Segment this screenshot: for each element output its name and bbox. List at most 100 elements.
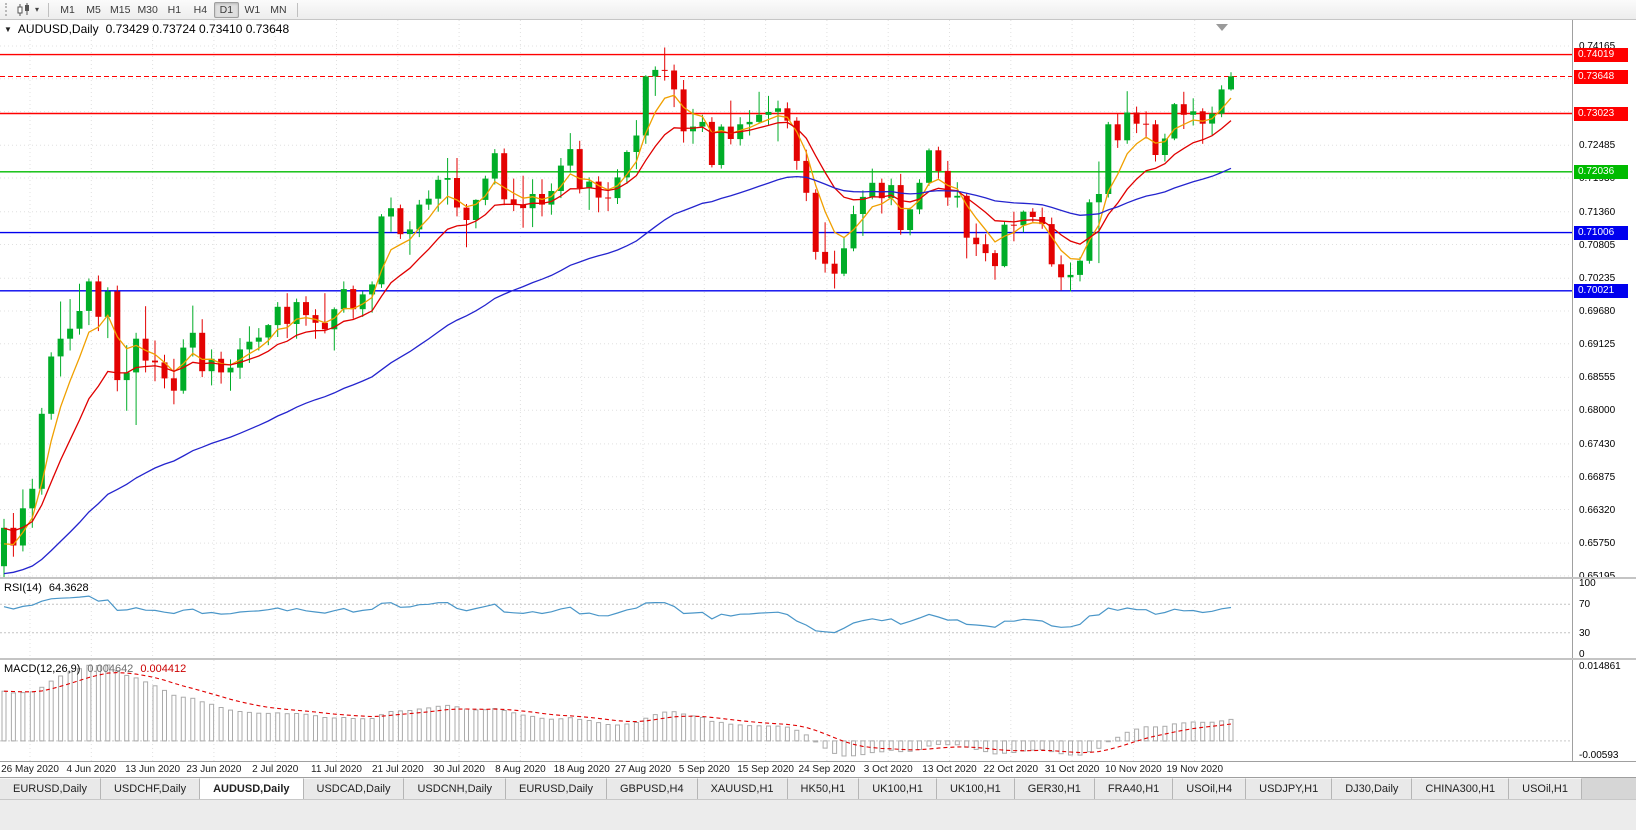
- toolbar-separator: [48, 2, 49, 17]
- chart-tab-usdjpy-h1[interactable]: USDJPY,H1: [1246, 778, 1333, 799]
- chart-tab-label: UK100,H1: [949, 783, 1001, 795]
- chart-tab-xauusd-h1[interactable]: XAUUSD,H1: [697, 778, 788, 799]
- macd-canvas: [0, 660, 1572, 761]
- rsi-value: 64.3628: [48, 582, 89, 594]
- price-axis-label: 0.69125: [1579, 338, 1616, 350]
- price-axis-label: 0.66320: [1579, 504, 1616, 516]
- timeframe-button-w1[interactable]: W1: [244, 3, 261, 16]
- chart-tab-audusd-daily[interactable]: AUDUSD,Daily: [200, 778, 304, 799]
- chart-tab-uk100-h1[interactable]: UK100,H1: [859, 778, 937, 799]
- collapse-triangle-icon[interactable]: ▼: [4, 24, 12, 34]
- price-line-badge: 0.71006: [1574, 225, 1628, 240]
- chart-tab-label: USDCHF,Daily: [113, 783, 187, 795]
- price-axis-label: 0.67430: [1579, 438, 1616, 450]
- toolbar-separator: [296, 2, 298, 17]
- date-axis-label: 26 May 2020: [1, 764, 59, 775]
- chart-tab-label: HK50,H1: [800, 783, 846, 795]
- price-axis-label: 0.70805: [1579, 239, 1616, 251]
- rsi-canvas: [0, 579, 1572, 658]
- timeframe-button-mn[interactable]: MN: [270, 3, 287, 16]
- chart-tab-china300-h1[interactable]: CHINA300,H1: [1412, 778, 1510, 799]
- chart-window: ▼ AUDUSD,Daily 0.73429 0.73724 0.73410 0…: [0, 20, 1636, 777]
- rsi-axis-label: 100: [1579, 578, 1596, 589]
- chart-tab-uk100-h1[interactable]: UK100,H1: [936, 778, 1015, 799]
- date-axis-label: 10 Nov 2020: [1105, 764, 1162, 775]
- chart-tab-eurusd-daily[interactable]: EURUSD,Daily: [0, 778, 101, 799]
- rsi-axis-label: 0: [1579, 649, 1585, 660]
- chart-tab-label: UK100,H1: [872, 783, 923, 795]
- chart-tab-label: CHINA300,H1: [1425, 783, 1496, 795]
- chart-tab-label: USDCNH,Daily: [417, 783, 493, 795]
- timeframe-button-m30[interactable]: M30: [137, 3, 158, 16]
- chart-tab-label: DJ30,Daily: [1345, 783, 1399, 795]
- macd-signal-value: 0.004412: [140, 663, 187, 675]
- price-line-badge: 0.74019: [1574, 47, 1628, 62]
- timeframe-button-m5[interactable]: M5: [86, 3, 101, 16]
- timeframe-button-d1[interactable]: D1: [213, 1, 239, 18]
- timeframe-button-h1[interactable]: H1: [167, 3, 182, 16]
- chart-tab-eurusd-daily[interactable]: EURUSD,Daily: [506, 778, 607, 799]
- date-axis-label: 5 Sep 2020: [678, 764, 730, 775]
- chart-tab-label: USOil,H4: [1186, 783, 1233, 795]
- chart-tab-usoil-h4[interactable]: USOil,H4: [1173, 778, 1247, 799]
- candlestick-chart-icon[interactable]: [14, 2, 32, 18]
- price-line-badge: 0.70021: [1574, 283, 1628, 298]
- date-axis-label: 4 Jun 2020: [66, 764, 117, 775]
- pane-splitter[interactable]: [0, 577, 1636, 579]
- date-axis-label: 13 Oct 2020: [922, 764, 977, 775]
- toolbar-grip[interactable]: [5, 3, 10, 16]
- macd-axis-label: -0.00593: [1579, 750, 1619, 761]
- chart-tab-dj30-daily[interactable]: DJ30,Daily: [1332, 778, 1413, 799]
- chart-tab-gbpusd-h4[interactable]: GBPUSD,H4: [607, 778, 698, 799]
- macd-name: MACD(12,26,9): [4, 663, 81, 675]
- macd-label: MACD(12,26,9) 0.004642 0.004412: [4, 663, 186, 675]
- chart-tab-label: USOil,H1: [1522, 783, 1568, 795]
- status-bar: [0, 799, 1636, 830]
- chart-tab-usdcnh-daily[interactable]: USDCNH,Daily: [404, 778, 507, 799]
- date-axis-label: 15 Sep 2020: [737, 764, 794, 775]
- price-axis-label: 0.68555: [1579, 372, 1616, 384]
- rsi-name: RSI(14): [4, 582, 42, 594]
- rsi-axis-label: 70: [1579, 599, 1591, 611]
- date-axis-label: 3 Oct 2020: [863, 764, 913, 775]
- price-line-badge: 0.73023: [1574, 106, 1628, 121]
- chart-tab-hk50-h1[interactable]: HK50,H1: [787, 778, 860, 799]
- price-scale[interactable]: 0.741650.736100.730550.724850.719300.713…: [1572, 20, 1636, 761]
- chart-tab-label: FRA40,H1: [1107, 783, 1160, 795]
- macd-pane[interactable]: MACD(12,26,9) 0.004642 0.004412: [0, 660, 1572, 761]
- chart-type-dropdown-icon[interactable]: ▾: [34, 4, 39, 14]
- price-axis-label: 0.70235: [1579, 273, 1616, 285]
- price-line-badge: 0.72036: [1574, 164, 1628, 179]
- main-chart-pane[interactable]: ▼ AUDUSD,Daily 0.73429 0.73724 0.73410 0…: [0, 20, 1572, 577]
- date-axis-label: 19 Nov 2020: [1166, 764, 1224, 775]
- chart-tab-fra40-h1[interactable]: FRA40,H1: [1094, 778, 1174, 799]
- chart-tab-label: GBPUSD,H4: [620, 783, 684, 795]
- macd-axis-label: 0.014861: [1579, 661, 1621, 672]
- chart-symbol-label: AUDUSD,Daily: [17, 22, 99, 36]
- chart-tab-label: EURUSD,Daily: [13, 783, 87, 795]
- date-axis-label: 8 Aug 2020: [495, 764, 546, 775]
- chart-ohlc-values: 0.73429 0.73724 0.73410 0.73648: [105, 22, 290, 36]
- date-axis-label: 23 Jun 2020: [186, 764, 242, 775]
- price-axis-label: 0.68000: [1579, 405, 1616, 417]
- date-axis-label: 2 Jul 2020: [252, 764, 299, 775]
- timeframe-button-group: M1 M5 M15 M30 H1 H4 D1 W1 MN: [55, 1, 291, 18]
- chart-tab-label: USDJPY,H1: [1259, 783, 1319, 795]
- chart-tab-usoil-h1[interactable]: USOil,H1: [1509, 778, 1582, 799]
- timeframe-button-h4[interactable]: H4: [193, 3, 208, 16]
- chart-tab-usdcad-daily[interactable]: USDCAD,Daily: [303, 778, 405, 799]
- pane-splitter[interactable]: [0, 658, 1636, 660]
- time-axis[interactable]: 26 May 2020 4 Jun 2020 13 Jun 2020 23 Jun 2…: [0, 761, 1636, 777]
- date-axis-label: 30 Jul 2020: [433, 764, 485, 775]
- chart-tab-usdchf-daily[interactable]: USDCHF,Daily: [100, 778, 201, 799]
- chart-tab-label: AUDUSD,Daily: [213, 783, 290, 795]
- timeframe-button-m15[interactable]: M15: [110, 3, 131, 16]
- rsi-pane[interactable]: RSI(14) 64.3628: [0, 579, 1572, 658]
- candlestick-canvas: [0, 20, 1572, 577]
- date-axis-label: 18 Aug 2020: [553, 764, 610, 775]
- macd-main-value: 0.004642: [87, 663, 134, 675]
- timeframe-button-m1[interactable]: M1: [60, 3, 75, 16]
- date-axis-label: 21 Jul 2020: [371, 764, 424, 775]
- chart-tab-ger30-h1[interactable]: GER30,H1: [1014, 778, 1095, 799]
